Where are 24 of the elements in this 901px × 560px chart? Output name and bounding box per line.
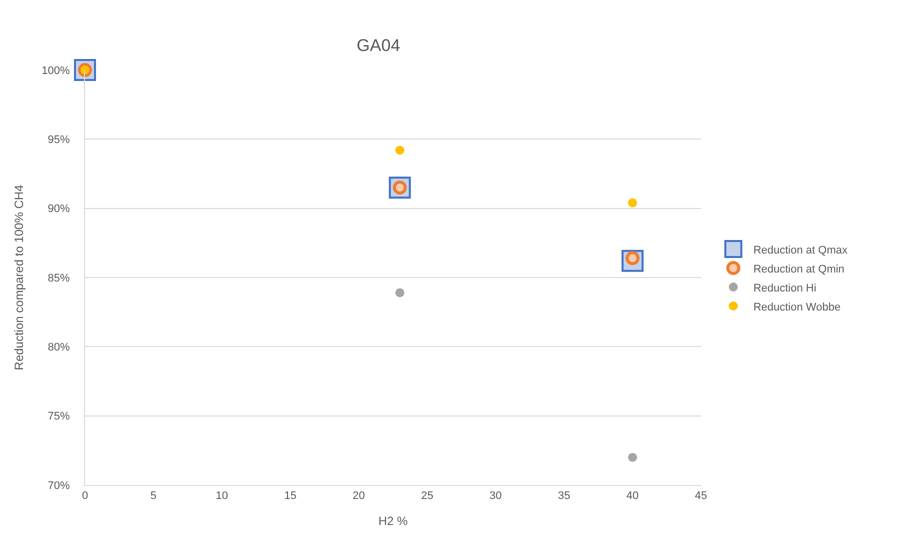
x-axis-title: H2 % — [378, 514, 408, 528]
x-tick-label: 45 — [694, 490, 708, 502]
x-tick-label: 15 — [284, 490, 296, 502]
y-tick-label: 85% — [48, 272, 70, 284]
x-tick-label: 40 — [626, 490, 639, 502]
chart-title: GA04 — [356, 36, 400, 56]
legend-label: Reduction Hi — [753, 282, 816, 294]
x-tick-label: 0 — [82, 490, 88, 502]
y-tick-label: 75% — [48, 410, 70, 423]
y-tick-label: 95% — [48, 134, 70, 146]
y-tick-label: 90% — [48, 203, 70, 216]
x-tick-label: 5 — [150, 490, 157, 502]
x-tick-label: 35 — [558, 490, 570, 502]
y-axis-title: Reduction compared to 100% CH4 — [12, 184, 26, 370]
legend-label: Reduction at Qmin — [753, 263, 844, 276]
x-tick-label: 10 — [216, 490, 228, 502]
x-tick-label: 25 — [421, 490, 434, 502]
legend-label: Reduction Wobbe — [753, 301, 841, 314]
y-tick-label: 100% — [42, 64, 70, 77]
legend-label: Reduction at Qmax — [753, 244, 848, 256]
y-tick-label: 70% — [48, 480, 70, 492]
y-tick-label: 80% — [48, 342, 70, 354]
x-tick-label: 30 — [490, 490, 502, 502]
x-tick-label: 20 — [352, 490, 365, 502]
